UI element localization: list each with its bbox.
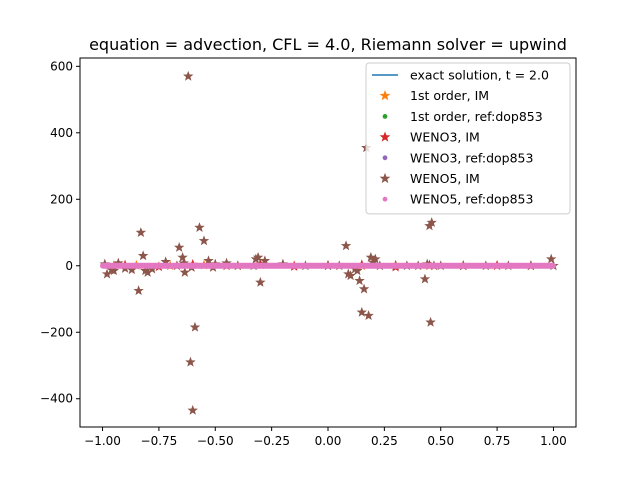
data-point [179, 266, 191, 277]
x-tick-label: 0.00 [315, 434, 342, 448]
legend-entry: 1st order, IM [379, 88, 489, 103]
y-tick-label: 200 [50, 192, 73, 206]
legend-label: 1st order, ref:dop853 [410, 109, 543, 124]
y-tick-label: 600 [50, 59, 73, 73]
data-point [356, 306, 368, 317]
data-point [354, 275, 365, 286]
data-point [177, 252, 188, 262]
axes: −1.00 −0.75 −0.50 −0.25 0.00 0.25 0.50 0.75 1.00… [40, 57, 577, 448]
legend-entry: WENO3, IM [379, 130, 480, 145]
x-tick-label: −0.25 [253, 434, 290, 448]
y-tick-label: 0 [65, 259, 73, 273]
x-tick-label: 0.50 [427, 434, 454, 448]
data-point [255, 276, 266, 287]
data-point [183, 70, 194, 81]
legend-marker-swatch [382, 196, 388, 202]
series-5 [99, 262, 557, 269]
legend: exact solution, t = 2.0 1st order, IM 1st … [365, 62, 571, 215]
legend-label: WENO5, ref:dop853 [410, 192, 533, 207]
data-point [187, 404, 198, 415]
legend-entry: WENO5, IM [379, 171, 480, 186]
legend-entry: WENO5, ref:dop853 [382, 192, 533, 207]
y-tick-label: −400 [40, 392, 73, 406]
legend-label: WENO3, ref:dop853 [410, 150, 533, 165]
legend-entry: exact solution, t = 2.0 [372, 68, 549, 83]
plot-marks [99, 70, 559, 415]
x-tick-label: −0.50 [197, 434, 234, 448]
data-point [425, 316, 436, 327]
data-point [358, 283, 370, 294]
legend-marker-swatch [379, 131, 391, 142]
legend-marker-swatch [382, 114, 388, 119]
x-tick-label: 1.00 [540, 434, 567, 448]
data-point [135, 227, 147, 237]
data-point [133, 285, 144, 296]
data-point [198, 235, 210, 246]
legend-marker-swatch [382, 155, 388, 161]
data-point [363, 310, 374, 321]
data-point [185, 356, 196, 367]
legend-marker-swatch [379, 90, 391, 101]
dense-band [102, 262, 554, 269]
legend-entry: 1st order, ref:dop853 [382, 109, 543, 124]
legend-label: WENO5, IM [410, 171, 480, 186]
legend-label: 1st order, IM [410, 88, 489, 103]
data-point [194, 222, 205, 232]
data-point [252, 252, 264, 262]
legend-box [365, 62, 571, 215]
legend-label: exact solution, t = 2.0 [410, 68, 549, 83]
data-point [137, 250, 149, 261]
data-point [345, 270, 356, 281]
data-point [352, 265, 363, 276]
legend-label: WENO3, IM [410, 130, 480, 145]
x-tick-label: 0.25 [371, 434, 398, 448]
legend-marker-swatch [379, 172, 391, 184]
data-point [189, 321, 201, 332]
data-point [419, 273, 431, 284]
x-tick-label: 0.75 [484, 434, 511, 448]
data-point [203, 255, 214, 266]
x-tick-label: −1.00 [84, 434, 121, 448]
chart-title: equation = advection, CFL = 4.0, Riemann… [89, 35, 567, 54]
data-point [108, 265, 120, 276]
data-point [174, 242, 185, 252]
data-point [426, 217, 437, 227]
y-tick-label: 400 [50, 126, 73, 140]
data-point [259, 255, 271, 266]
data-point [365, 252, 377, 262]
data-point [340, 240, 352, 251]
data-point [546, 253, 557, 264]
y-tick-label: −200 [40, 325, 73, 339]
data-point [370, 253, 381, 264]
plot-area [99, 70, 559, 415]
x-tick-label: −0.75 [141, 434, 178, 448]
legend-entry: WENO3, ref:dop853 [382, 150, 533, 165]
